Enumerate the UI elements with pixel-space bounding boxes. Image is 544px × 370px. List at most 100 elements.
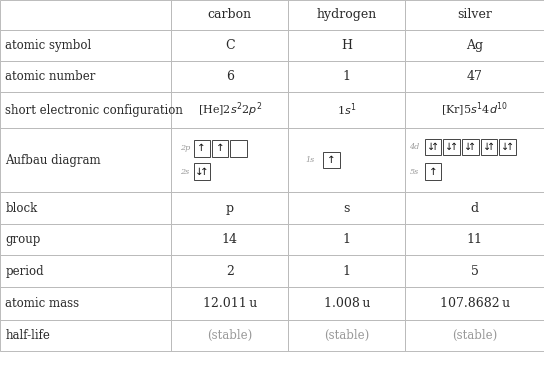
Bar — [288, 30, 405, 61]
Text: ↑: ↑ — [327, 155, 336, 165]
Bar — [288, 128, 405, 192]
Text: 1s: 1s — [306, 156, 315, 164]
Bar — [0, 192, 171, 224]
Bar — [499, 139, 516, 155]
Bar — [405, 224, 544, 255]
Text: ↓: ↓ — [483, 142, 491, 152]
Text: atomic symbol: atomic symbol — [5, 39, 92, 52]
Bar — [323, 152, 340, 168]
Bar — [0, 61, 171, 92]
Bar — [288, 224, 405, 255]
Bar — [405, 255, 544, 287]
Bar — [0, 224, 171, 255]
Bar — [405, 320, 544, 352]
Text: atomic number: atomic number — [5, 70, 96, 83]
Text: Aufbau diagram: Aufbau diagram — [5, 154, 101, 166]
Bar — [288, 61, 405, 92]
Bar — [0, 0, 171, 30]
Text: (stable): (stable) — [324, 329, 369, 342]
Bar — [171, 320, 288, 352]
Text: [Kr]5$s^1$4$d^{10}$: [Kr]5$s^1$4$d^{10}$ — [441, 101, 508, 119]
Text: 5s: 5s — [410, 168, 419, 176]
Text: 1: 1 — [343, 233, 351, 246]
Bar — [171, 192, 288, 224]
Bar — [405, 0, 544, 30]
Text: 12.011 u: 12.011 u — [203, 297, 257, 310]
Bar — [171, 224, 288, 255]
Text: 2s: 2s — [180, 168, 189, 176]
Bar — [288, 0, 405, 30]
Text: period: period — [5, 265, 44, 278]
Text: atomic mass: atomic mass — [5, 297, 79, 310]
Bar — [462, 139, 479, 155]
Text: Ag: Ag — [466, 39, 483, 52]
Bar — [425, 163, 441, 180]
Bar — [0, 320, 171, 352]
Bar — [405, 92, 544, 128]
Text: 1: 1 — [343, 265, 351, 278]
Bar — [0, 128, 171, 192]
Bar — [0, 287, 171, 320]
Bar — [171, 0, 288, 30]
Bar — [425, 139, 441, 155]
Text: ↓: ↓ — [502, 142, 510, 152]
Bar — [443, 139, 460, 155]
Bar — [405, 192, 544, 224]
Bar — [171, 287, 288, 320]
Text: hydrogen: hydrogen — [317, 8, 377, 21]
Text: ↑: ↑ — [487, 142, 495, 152]
Text: 6: 6 — [226, 70, 234, 83]
Text: ↑: ↑ — [197, 143, 206, 154]
Text: (stable): (stable) — [207, 329, 252, 342]
Text: 4d: 4d — [410, 143, 419, 151]
Text: 5: 5 — [471, 265, 479, 278]
Text: [He]2$s^2$2$p^2$: [He]2$s^2$2$p^2$ — [197, 101, 262, 120]
Text: 1.008 u: 1.008 u — [324, 297, 370, 310]
Bar — [171, 61, 288, 92]
Text: ↑: ↑ — [216, 143, 225, 154]
Text: H: H — [341, 39, 353, 52]
Bar — [405, 128, 544, 192]
Text: p: p — [226, 202, 234, 215]
Bar — [288, 255, 405, 287]
Text: ↑: ↑ — [468, 142, 477, 152]
Text: ↓: ↓ — [446, 142, 454, 152]
Text: C: C — [225, 39, 234, 52]
Bar — [405, 61, 544, 92]
Text: s: s — [344, 202, 350, 215]
Text: ↑: ↑ — [200, 166, 208, 177]
Text: ↑: ↑ — [450, 142, 458, 152]
Bar — [0, 30, 171, 61]
Text: (stable): (stable) — [452, 329, 497, 342]
Text: group: group — [5, 233, 41, 246]
Text: 47: 47 — [467, 70, 483, 83]
Text: carbon: carbon — [208, 8, 252, 21]
Bar — [194, 140, 210, 157]
Text: 11: 11 — [467, 233, 483, 246]
Bar — [212, 140, 228, 157]
Text: 107.8682 u: 107.8682 u — [440, 297, 510, 310]
Text: silver: silver — [457, 8, 492, 21]
Bar — [171, 128, 288, 192]
Text: 1: 1 — [343, 70, 351, 83]
Text: 2p: 2p — [180, 144, 190, 152]
Text: block: block — [5, 202, 38, 215]
Text: d: d — [471, 202, 479, 215]
Bar — [481, 139, 497, 155]
Text: 14: 14 — [222, 233, 238, 246]
Text: ↓: ↓ — [195, 166, 204, 177]
Bar — [288, 287, 405, 320]
Text: ↓: ↓ — [427, 142, 435, 152]
Bar — [288, 192, 405, 224]
Bar — [171, 255, 288, 287]
Bar — [288, 320, 405, 352]
Text: half-life: half-life — [5, 329, 50, 342]
Bar — [171, 92, 288, 128]
Text: ↓: ↓ — [464, 142, 472, 152]
Text: ↑: ↑ — [429, 166, 437, 177]
Bar — [0, 255, 171, 287]
Text: 1$s^1$: 1$s^1$ — [337, 102, 357, 118]
Bar — [0, 92, 171, 128]
Text: ↑: ↑ — [506, 142, 514, 152]
Bar — [405, 30, 544, 61]
